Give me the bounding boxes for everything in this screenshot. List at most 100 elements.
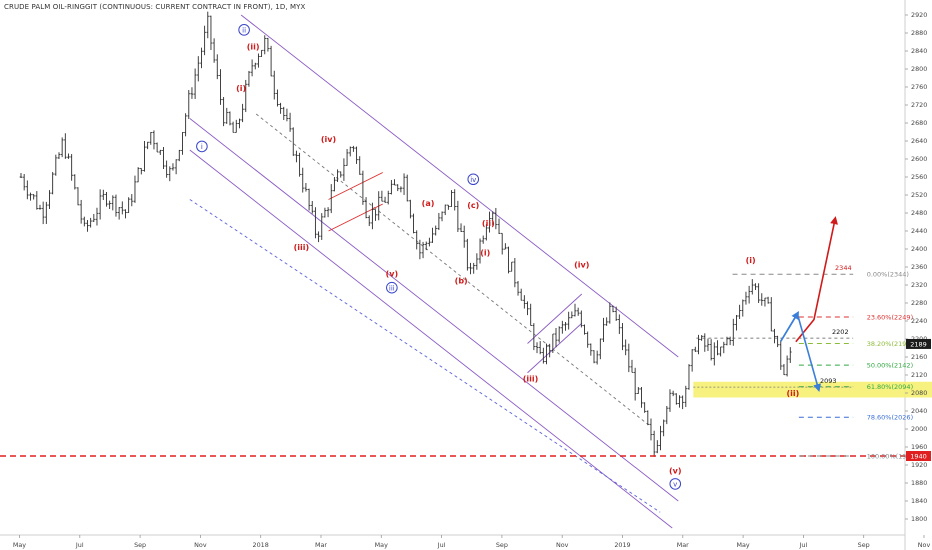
x-tick-label: Jul [799,541,808,549]
y-tick-label: 2280 [911,299,927,307]
fib-label: 61.80%(2094) [867,383,913,391]
x-tick-label: 2018 [253,541,269,549]
wave-label: ii [242,26,246,34]
projection-arrow [795,216,838,343]
wave-labels: (ii)ii(i)i(iv)(iii)(v)iii(a)(b)iv(c)(ii)… [196,24,799,490]
projection-arrow-upleg [780,311,800,342]
wave-label: (a) [422,199,435,208]
x-tick-label: Sep [134,541,146,549]
x-tick-label: Jul [75,541,84,549]
x-tick-label: May [375,541,388,549]
y-axis: 1800 1840 1880 1920 1960 2000 2040 2080 2120 2160… [905,11,931,523]
y-tick-label: 2920 [911,11,927,19]
wave-label: (i) [480,248,490,257]
x-tick-label: May [13,541,26,549]
fibonacci-levels: 0.00%(2344) 23.60%(2249) 38.20%(2190) 50.00… [0,264,917,460]
x-tick-label: Jul [437,541,446,549]
y-tick-label: 2120 [911,371,927,379]
y-tick-label: 2480 [911,209,927,217]
support-price-label: 1940 [910,452,927,460]
support-price-box [906,451,931,461]
wave-label: (ii) [786,389,799,398]
wave-label: (b) [455,276,468,285]
wave-circle [196,140,208,153]
wave-label: (iv) [574,261,589,270]
fib-label: 23.60%(2249) [867,313,913,321]
y-tick-label: 2320 [911,281,927,289]
channel-line [189,199,661,513]
y-tick-label: 2400 [911,245,927,253]
y-tick-label: 2640 [911,137,927,145]
x-tick-label: May [736,541,749,549]
x-tick-label: Mar [677,541,689,549]
x-tick-label: 2019 [614,541,630,549]
y-tick-label: 2600 [911,155,927,163]
y-tick-label: 1800 [911,515,927,523]
y-tick-label: 1920 [911,461,927,469]
wave-label: i [201,143,203,151]
wave-circle [238,24,250,36]
channel-line [189,118,679,502]
channel-line [527,293,583,344]
highlight-zone [693,381,932,398]
fib-label: 38.20%(2190) [867,340,913,348]
y-tick-label: 2560 [911,173,927,181]
wave-label: (c) [467,201,479,210]
fib-label: 78.60%(2026) [867,414,913,422]
y-tick-label: 2840 [911,47,927,55]
channel-line [527,322,583,374]
x-tick-label: Sep [858,541,870,549]
wave-label: (v) [669,467,682,476]
projection-arrow [780,311,822,393]
callout-label: 2093 [820,377,837,385]
wave-circle [669,478,682,490]
wave-circle [386,281,398,294]
price-bars [19,11,792,457]
x-tick-label: Sep [496,541,508,549]
channel-line [328,172,384,200]
trend-channels [189,14,932,529]
wave-label: (i) [746,256,756,265]
x-tick-label: Nov [918,541,931,549]
channel-line [189,149,673,529]
wave-label: (ii) [247,42,260,51]
wave-label: (v) [386,270,399,279]
channel-line [255,113,649,425]
wave-label: v [673,481,677,489]
fib-label: 0.00%(2344) [867,271,909,279]
wave-label: iii [389,284,395,292]
y-tick-label: 2800 [911,65,927,73]
y-tick-label: 2720 [911,101,927,109]
wave-label: (iii) [294,243,310,252]
last-price-label: 2189 [910,340,927,348]
wave-label: (ii) [482,219,495,228]
y-tick-label: 2880 [911,29,927,37]
y-tick-label: 2520 [911,191,927,199]
x-tick-label: Nov [194,541,207,549]
wave-label: (iii) [523,374,539,383]
y-tick-label: 2680 [911,119,927,127]
fib-label: 100.00%(1940) [867,452,918,460]
y-tick-label: 2000 [911,425,927,433]
y-tick-label: 2080 [911,389,927,397]
y-tick-label: 2240 [911,317,927,325]
y-tick-label: 2360 [911,263,927,271]
y-tick-label: 2160 [911,353,927,361]
callout-label: 2344 [835,264,852,272]
channel-line [240,14,679,358]
y-tick-label: 2440 [911,227,927,235]
wave-label: (i) [236,84,246,93]
y-tick-label: 2760 [911,83,927,91]
y-tick-label: 2040 [911,407,927,415]
callout-label: 2202 [832,328,849,336]
wave-circle [467,173,480,186]
wave-label: iv [470,176,476,184]
y-tick-label: 1840 [911,497,927,505]
gridlines [0,0,906,550]
y-tick-label: 1880 [911,479,927,487]
x-axis: May Jul Sep Nov 2018 Mar May Jul Sep Nov 2019 Mar Ma… [13,535,931,549]
x-tick-label: Mar [315,541,327,549]
projection-arrows [780,216,838,393]
